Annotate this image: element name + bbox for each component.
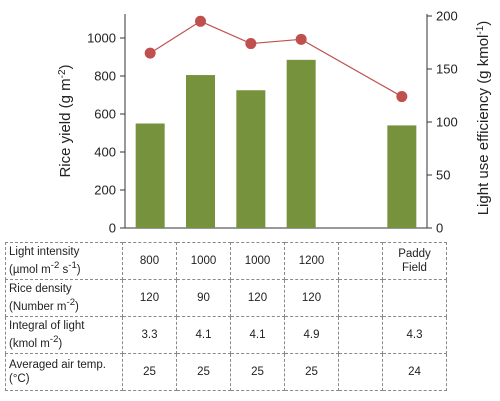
table-cell: 800 — [122, 242, 177, 280]
axis-title-text: ) — [57, 64, 74, 69]
efficiency-point — [295, 33, 307, 45]
efficiency-point — [195, 15, 206, 27]
bar-group — [135, 59, 417, 228]
left-tick-label: 1000 — [87, 31, 116, 46]
table-cell — [338, 353, 383, 391]
table-cell: 4.1 — [176, 316, 231, 354]
table-row: Averaged air temp. (°C) 25 25 25 25 24 — [5, 353, 447, 391]
table-cell — [338, 316, 383, 354]
table-cell: 4.1 — [230, 316, 285, 354]
table-cell: 120 — [284, 279, 339, 317]
line-series-group — [144, 15, 408, 103]
table-cell: 25 — [230, 353, 285, 391]
efficiency-point — [245, 38, 257, 50]
bar — [387, 125, 417, 228]
superscript: -2 — [57, 69, 68, 78]
left-tick-label: 200 — [94, 183, 116, 198]
table-cell: Paddy Field — [382, 242, 447, 280]
table-cell: 120 — [122, 279, 177, 317]
table-row: Light intensity (µmol m-2 s-1) 800 1000 1… — [5, 242, 447, 280]
left-tick-label: 400 — [94, 145, 116, 160]
table-cell: 25 — [284, 353, 339, 391]
bar — [236, 90, 266, 228]
table-cell: 1200 — [284, 242, 339, 280]
table-cell: 25 — [122, 353, 177, 391]
right-tick-label: 150 — [436, 62, 458, 77]
left-tick-label: 0 — [109, 221, 116, 236]
table-cell: 3.3 — [122, 316, 177, 354]
table-row: Rice density (Number m-2) 120 90 120 120 — [5, 279, 447, 317]
bar — [186, 75, 215, 228]
y2-axis-title: Light use efficiency (g kmol-1) — [475, 21, 493, 216]
axis-title-text: Light use efficiency (g kmol — [475, 35, 492, 216]
row-label: Light intensity (µmol m-2 s-1) — [5, 242, 123, 280]
left-tick-group: 0 200 400 600 800 1000 — [87, 31, 125, 236]
left-tick-label: 800 — [94, 69, 116, 84]
table-cell: 1000 — [176, 242, 231, 280]
data-table: Light intensity (µmol m-2 s-1) 800 1000 1… — [5, 242, 447, 391]
right-tick-label: 0 — [436, 221, 443, 236]
table-row: Integral of light (kmol m-2) 3.3 4.1 4.1 … — [5, 316, 447, 354]
row-label: Rice density (Number m-2) — [5, 279, 123, 317]
table-cell: 90 — [176, 279, 231, 317]
bar — [286, 59, 316, 228]
table-cell: 4.3 — [382, 316, 447, 354]
axis-title-text: Rice yield (g m — [57, 78, 74, 177]
table-cell: 25 — [176, 353, 231, 391]
table-cell — [338, 242, 383, 280]
right-tick-label: 50 — [436, 168, 450, 183]
superscript: -1 — [475, 25, 486, 34]
y-axis-title: Rice yield (g m-2) — [57, 64, 75, 177]
row-label: Averaged air temp. (°C) — [5, 353, 123, 391]
table-cell: 1000 — [230, 242, 285, 280]
table-cell — [338, 279, 383, 317]
chart: 0 200 400 600 800 1000 0 50 100 150 200 Rice yiel… — [57, 9, 493, 236]
axis-title-text: ) — [475, 21, 492, 26]
right-tick-label: 100 — [436, 115, 458, 130]
table-cell: 120 — [230, 279, 285, 317]
left-tick-label: 600 — [94, 107, 116, 122]
right-tick-label: 200 — [436, 9, 458, 24]
efficiency-point — [144, 47, 156, 59]
row-label: Integral of light (kmol m-2) — [5, 316, 123, 354]
bar — [135, 123, 165, 228]
right-tick-group: 0 50 100 150 200 — [427, 9, 458, 236]
efficiency-point — [396, 91, 408, 103]
table-cell — [382, 279, 447, 317]
table-cell: 4.9 — [284, 316, 339, 354]
table-cell: 24 — [382, 353, 447, 391]
